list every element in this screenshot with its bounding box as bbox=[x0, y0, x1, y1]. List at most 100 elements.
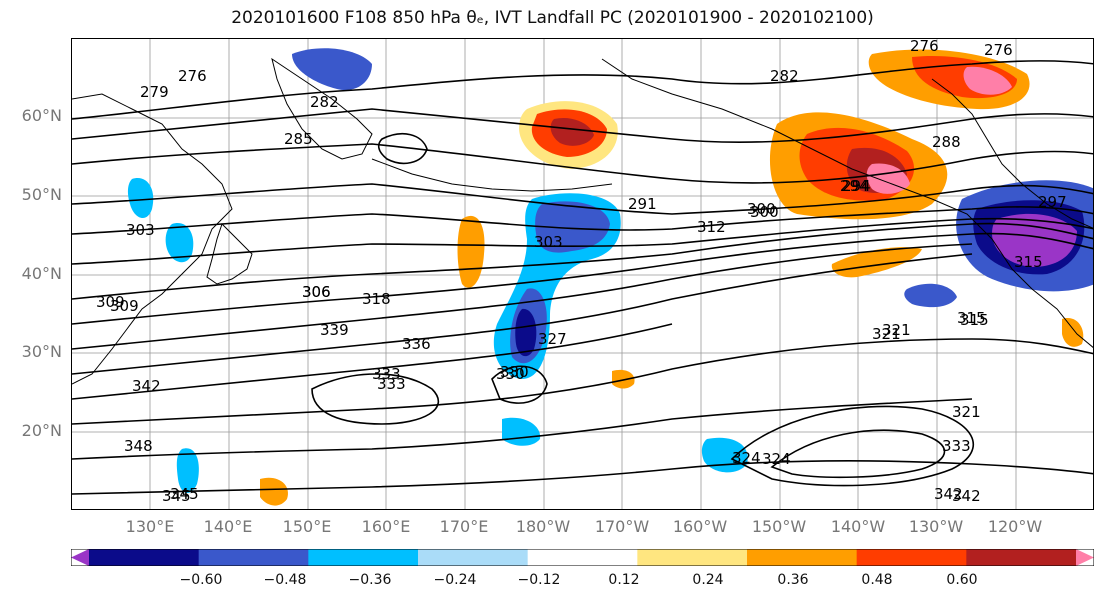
lat-label-60n: 60°N bbox=[21, 106, 62, 125]
lon-label-130e: 130°E bbox=[125, 517, 175, 536]
lon-label-150e: 150°E bbox=[282, 517, 332, 536]
colorbar-tick: −0.24 bbox=[433, 572, 477, 588]
contour-label: 276 bbox=[984, 41, 1013, 59]
contour-label: 327 bbox=[538, 330, 567, 348]
contour-label: 342 bbox=[934, 485, 963, 503]
contour-label: 348 bbox=[124, 437, 153, 455]
colorbar-bins bbox=[71, 549, 1094, 566]
contour-label: 321 bbox=[872, 325, 901, 343]
figure-title: 2020101600 F108 850 hPa θₑ, IVT Landfall… bbox=[231, 8, 874, 28]
anomaly-negative-subtropic bbox=[502, 417, 541, 446]
anomaly-positive-south bbox=[612, 369, 635, 389]
contour-label: 279 bbox=[140, 83, 169, 101]
contour-label: 300 bbox=[750, 203, 779, 221]
contour-label: 294 bbox=[840, 177, 869, 195]
colorbar-tick: 0.24 bbox=[692, 572, 724, 588]
contour-label: 315 bbox=[1014, 253, 1043, 271]
contour-label: 345 bbox=[170, 485, 199, 503]
colorbar-bin bbox=[89, 549, 200, 566]
contour-label: 285 bbox=[284, 130, 313, 148]
contour-label: 333 bbox=[372, 365, 401, 383]
contour-label: 321 bbox=[882, 321, 911, 339]
aleutian-coastline bbox=[371, 158, 613, 192]
colorbar bbox=[70, 548, 1095, 567]
lon-label-140e: 140°E bbox=[203, 517, 253, 536]
colorbar-tick: 0.48 bbox=[861, 572, 893, 588]
colorbar-tick: 0.12 bbox=[608, 572, 640, 588]
lon-label-160e: 160°E bbox=[361, 517, 411, 536]
anomaly-positive-bottom-left bbox=[260, 477, 288, 506]
map-svg: 279 276 282 285 276 276 282 288 291 294 … bbox=[72, 39, 1093, 509]
lon-label-140w: 140°W bbox=[830, 517, 886, 536]
contour-label-layer: 279 276 282 285 276 276 282 288 291 294 … bbox=[96, 39, 1067, 505]
contour-label: 330 bbox=[496, 365, 525, 383]
anomaly-positive-east-stripe bbox=[831, 247, 922, 278]
contour-label: 333 bbox=[377, 375, 406, 393]
anomaly-negative-east-south bbox=[904, 283, 957, 308]
contour-label: 324 bbox=[762, 450, 791, 468]
colorbar-tick: 0.36 bbox=[777, 572, 809, 588]
lon-label-170w: 170°W bbox=[594, 517, 650, 536]
contour-label: 297 bbox=[1038, 193, 1067, 211]
contour-label: 333 bbox=[942, 437, 971, 455]
colorbar-tick: −0.12 bbox=[517, 572, 561, 588]
lon-label-180w: 180°W bbox=[515, 517, 571, 536]
theta-e-contours bbox=[72, 60, 1093, 495]
canada-coastline bbox=[931, 78, 1093, 229]
anomaly-negative-bottom-left bbox=[176, 448, 199, 494]
contour-label: 342 bbox=[132, 377, 161, 395]
contour-label: 315 bbox=[957, 309, 986, 327]
alaska-coastline bbox=[601, 58, 1093, 348]
contour-label: 336 bbox=[402, 335, 431, 353]
anomaly-positive-dateline-stripe bbox=[457, 215, 485, 288]
anomaly-positive-bottom-right bbox=[1062, 318, 1084, 347]
lat-label-40n: 40°N bbox=[21, 264, 62, 283]
colorbar-extension-max bbox=[1076, 549, 1094, 566]
colorbar-extension-min bbox=[71, 549, 89, 566]
contour-label: 306 bbox=[302, 283, 331, 301]
colorbar-tick: −0.48 bbox=[263, 572, 307, 588]
contour-label: 318 bbox=[362, 290, 391, 308]
contour-label: 282 bbox=[310, 93, 339, 111]
lat-label-50n: 50°N bbox=[21, 185, 62, 204]
contour-label: 276 bbox=[178, 67, 207, 85]
colorbar-bin bbox=[198, 549, 309, 566]
anomaly-negative-japan bbox=[165, 223, 194, 263]
lon-label-130w: 130°W bbox=[908, 517, 964, 536]
anomaly-negative-dateline-core bbox=[515, 308, 537, 357]
lat-label-20n: 20°N bbox=[21, 421, 62, 440]
contour-label: 321 bbox=[952, 403, 981, 421]
colorbar-tick: 0.60 bbox=[946, 572, 978, 588]
contour-label: 309 bbox=[110, 297, 139, 315]
colorbar-bin bbox=[308, 549, 419, 566]
contour-label: 282 bbox=[770, 67, 799, 85]
contour-label: 339 bbox=[320, 321, 349, 339]
anomaly-negative-east-coast-max bbox=[992, 213, 1077, 267]
lon-label-170e: 170°E bbox=[439, 517, 489, 536]
contour-label: 330 bbox=[500, 363, 529, 381]
japan-coastline bbox=[206, 223, 253, 285]
anomaly-positive-top-right-peak bbox=[963, 66, 1012, 95]
lat-label-30n: 30°N bbox=[21, 342, 62, 361]
anomaly-negative-west-coast bbox=[127, 178, 154, 219]
lon-label-120w: 120°W bbox=[987, 517, 1043, 536]
lon-label-160w: 160°W bbox=[672, 517, 728, 536]
anomaly-negative-dateline-mid bbox=[535, 201, 610, 253]
contour-label: 276 bbox=[910, 39, 939, 55]
contour-label: 306 bbox=[302, 283, 331, 301]
contour-label: 315 bbox=[960, 311, 989, 329]
contour-label: 303 bbox=[534, 233, 563, 251]
contour-label: 288 bbox=[932, 133, 961, 151]
contour-label: 300 bbox=[747, 200, 776, 218]
colorbar-tick: −0.60 bbox=[179, 572, 223, 588]
contour-label: 312 bbox=[697, 218, 726, 236]
asia-coastline bbox=[72, 93, 233, 385]
lon-label-150w: 150°W bbox=[751, 517, 807, 536]
colorbar-bin bbox=[856, 549, 967, 566]
anomaly-negative-kamchatka bbox=[292, 48, 372, 91]
colorbar-bin bbox=[418, 549, 529, 566]
kamchatka-coastline bbox=[271, 57, 373, 160]
contour-label: 309 bbox=[96, 293, 125, 311]
contour-label: 294 bbox=[842, 177, 871, 195]
contour-label: 303 bbox=[126, 221, 155, 239]
